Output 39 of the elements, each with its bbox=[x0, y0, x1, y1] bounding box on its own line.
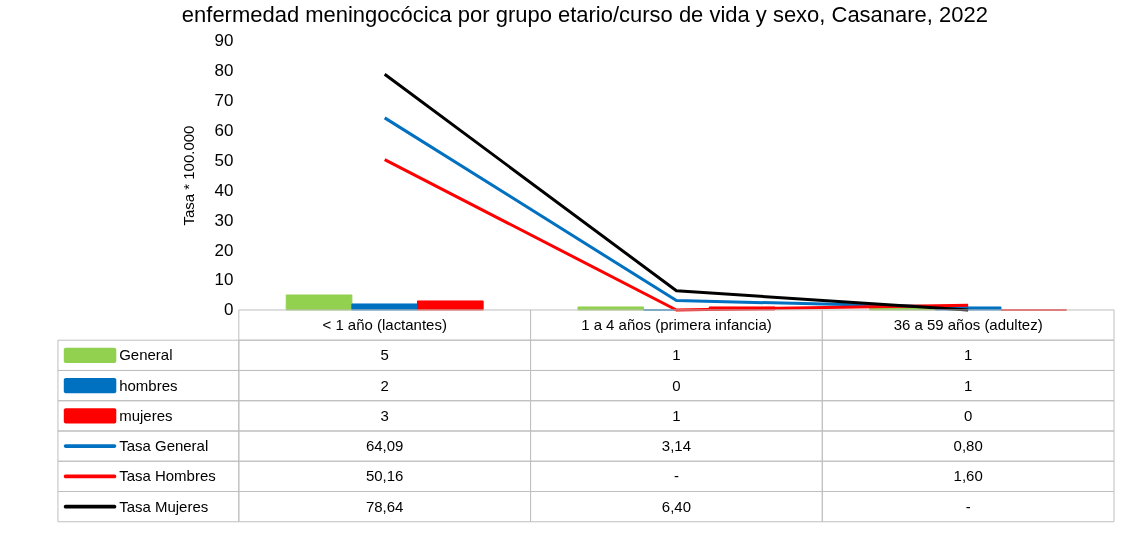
legend-label: Tasa General bbox=[119, 437, 209, 455]
data-label: - bbox=[965, 497, 971, 515]
x-tick-label: 1 a 4 años (primera infancia) bbox=[581, 316, 772, 334]
legend-label: hombres bbox=[119, 376, 178, 394]
y-tick-label: 30 bbox=[214, 210, 234, 230]
y-tick-label: 60 bbox=[214, 120, 234, 140]
y-axis-title: Tasa * 100.000 bbox=[180, 125, 198, 226]
data-label: 6,40 bbox=[661, 497, 691, 515]
y-tick-label: 40 bbox=[214, 180, 234, 200]
data-label: 1,60 bbox=[953, 467, 983, 485]
legend-label: Tasa Hombres bbox=[119, 467, 216, 485]
data-label: 0 bbox=[963, 406, 973, 424]
chart-title: enfermedad meningocócica por grupo etario/curso de vida y sexo, Casanare, 2022 bbox=[181, 2, 988, 28]
data-label: 0 bbox=[672, 376, 681, 394]
data-label: 78,64 bbox=[365, 497, 404, 515]
data-label: 1 bbox=[963, 376, 973, 394]
x-tick-label: 36 a 59 años (adultez) bbox=[893, 316, 1043, 334]
y-tick-label: 10 bbox=[214, 270, 234, 290]
x-tick-label: < 1 año (lactantes) bbox=[322, 316, 447, 334]
y-tick-label: 0 bbox=[223, 300, 234, 320]
data-label: 50,16 bbox=[365, 467, 404, 485]
y-tick-label: 80 bbox=[214, 60, 234, 80]
data-label: 1 bbox=[672, 406, 681, 424]
data-label: 2 bbox=[380, 376, 389, 394]
data-label: - bbox=[673, 467, 679, 485]
y-tick-label: 50 bbox=[214, 150, 234, 170]
data-label: 1 bbox=[672, 346, 681, 364]
y-tick-label: 20 bbox=[214, 240, 234, 260]
data-label: 3 bbox=[380, 406, 389, 424]
y-tick-label: 90 bbox=[214, 30, 234, 50]
legend-label: Tasa Mujeres bbox=[119, 497, 209, 515]
data-label: 1 bbox=[963, 346, 973, 364]
data-label: 64,09 bbox=[365, 437, 404, 455]
data-label: 5 bbox=[380, 346, 389, 364]
y-tick-label: 70 bbox=[214, 90, 234, 110]
legend-label: General bbox=[119, 346, 173, 364]
data-label: 0,80 bbox=[953, 437, 983, 455]
legend-label: mujeres bbox=[119, 406, 173, 424]
data-label: 3,14 bbox=[661, 437, 691, 455]
